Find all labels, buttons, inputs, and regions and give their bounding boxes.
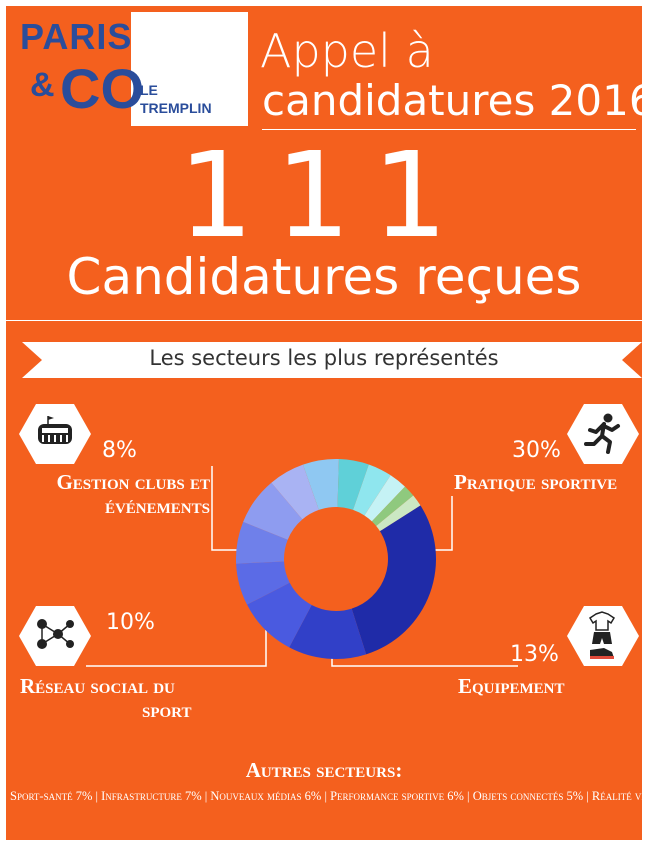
others-item: Infrastructure 7%: [101, 789, 202, 803]
sector-label-equipement-line1: Equipement: [458, 674, 565, 698]
sport-outfit-icon: [567, 606, 639, 666]
page-title-line1: Appel à: [260, 24, 434, 78]
donut-slice-8: [337, 459, 369, 510]
logo-tremplin-text: TREMPLIN: [140, 100, 212, 116]
infographic-poster: PARIS & CO LE TREMPLIN Appel à candidatu…: [6, 6, 642, 840]
logo-paris-text: PARIS: [20, 16, 133, 57]
sector-label-pratique-line1: Pratique sportive: [454, 470, 618, 494]
section-banner-ribbon: [22, 342, 642, 378]
pct-equipement: 13%: [510, 642, 559, 667]
pct-gestion: 8%: [102, 438, 137, 463]
others-separator: |: [201, 789, 211, 803]
donut-slice-3: [236, 561, 290, 605]
others-separator: |: [92, 789, 102, 803]
logo-co-text: CO: [60, 57, 144, 120]
logo-le-text: LE: [140, 82, 158, 98]
others-separator: |: [583, 789, 592, 803]
others-title: Autres secteurs:: [245, 758, 403, 782]
logo-orange-block: [16, 12, 131, 126]
sector-label-gestion-line1: Gestion clubs et: [56, 470, 210, 494]
headline-label: Candidatures reçues: [66, 248, 582, 306]
sector-label-pratique: Pratique sportive: [454, 470, 617, 494]
headline-number: 111: [178, 126, 470, 264]
sector-label-equipement: Equipement: [458, 674, 565, 698]
donut-slice-12: [376, 495, 421, 532]
others-item: Nouveaux médias 6%: [210, 789, 322, 803]
others-item: Performance sportive 6%: [330, 789, 464, 803]
headline-divider: [6, 320, 642, 321]
stadium-icon: [19, 404, 91, 464]
others-separator: |: [321, 789, 331, 803]
donut-slice-7: [302, 459, 339, 510]
donut-slice-5: [243, 482, 303, 540]
sector-label-gestion-line2: événements: [104, 494, 210, 518]
donut-slice-11: [371, 486, 414, 527]
sector-label-reseau-line1: Réseau social du: [20, 674, 175, 698]
others-item: Sport-santé 7%: [10, 789, 93, 803]
donut-slice-6: [271, 464, 319, 520]
others-list: Sport-santé 7% | Infrastructure 7% | Nou…: [10, 789, 642, 803]
others-item: Objets connectés 5%: [472, 789, 584, 803]
donut-slice-10: [364, 475, 405, 522]
paris-and-co-logo: PARIS & CO LE TREMPLIN: [16, 12, 248, 126]
sector-label-reseau-line2: sport: [142, 698, 192, 722]
page-title-line2: candidatures 2016: [262, 76, 642, 125]
sector-label-gestion: Gestion clubs et événements: [56, 470, 210, 518]
pct-pratique: 30%: [512, 438, 561, 463]
sector-label-reseau: Réseau social du sport: [20, 674, 191, 722]
runner-icon: [567, 404, 639, 464]
donut-slice-2: [247, 582, 312, 648]
title-divider: [262, 129, 636, 130]
donut-slice-4: [235, 521, 288, 564]
donut-slice-9: [353, 464, 391, 516]
sector-donut-chart: [235, 459, 436, 660]
donut-slice-0: [351, 505, 436, 655]
logo-ampersand: &: [30, 66, 55, 104]
donut-slice-1: [289, 604, 367, 660]
others-item: Réalité virtuelle 4%: [591, 789, 642, 803]
pct-reseau: 10%: [106, 610, 155, 635]
section-banner-title: Les secteurs les plus représentés: [149, 346, 499, 370]
network-icon: [19, 606, 91, 666]
others-separator: |: [463, 789, 473, 803]
